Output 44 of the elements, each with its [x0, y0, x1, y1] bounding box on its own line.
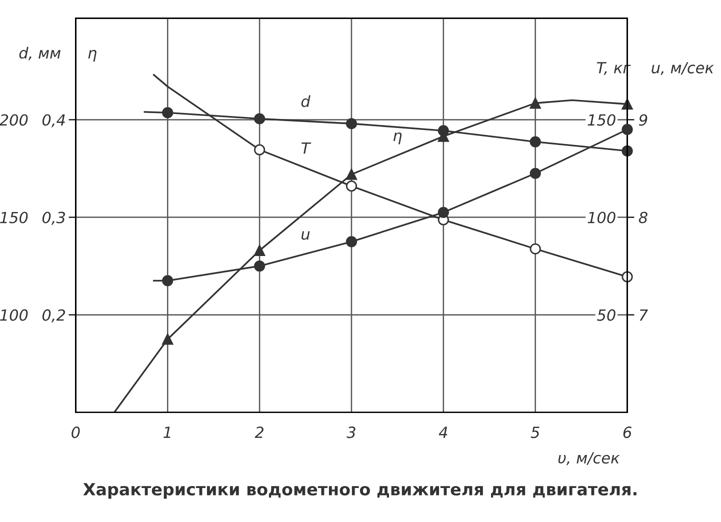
y2-tick-label: 50 — [597, 309, 616, 321]
y2-tick-label: 7 — [640, 309, 648, 321]
point — [622, 124, 633, 136]
y2-tick-label: 150 — [588, 114, 616, 126]
x-tick-label: 1 — [164, 426, 170, 438]
x-tick-label: 0 — [72, 426, 80, 438]
series-label: T — [302, 142, 312, 154]
point — [346, 236, 358, 248]
point — [162, 275, 174, 286]
point — [346, 118, 358, 130]
series-label: d — [301, 95, 310, 108]
text: Характеристики водометного движителя для двигателя. — [83, 483, 636, 499]
point — [346, 180, 358, 192]
x-tick-label: 3 — [346, 426, 356, 438]
point — [254, 113, 266, 124]
series-label: u — [302, 231, 310, 240]
y2-tick-label: 8 — [638, 212, 648, 224]
y-axis-title: η — [88, 50, 96, 62]
point — [162, 107, 174, 118]
y-axis-title: d, мм — [19, 46, 61, 60]
series-label: η — [393, 132, 402, 144]
x-tick-label: 4 — [438, 426, 448, 438]
y-tick-label: 0,4 — [42, 114, 65, 128]
x-axis-title: υ, м/сек — [558, 452, 620, 466]
y-tick-label: 150 — [0, 212, 28, 224]
point — [438, 206, 449, 218]
y2-tick-label: 100 — [588, 212, 616, 224]
y2-axis-title: u, м/сек — [652, 62, 714, 76]
point — [530, 98, 541, 109]
point — [530, 168, 541, 179]
point — [346, 168, 358, 180]
y-tick-label: 100 — [0, 309, 28, 321]
y-tick-label: 0,2 — [42, 309, 66, 322]
y-tick-label: 0,3 — [42, 212, 65, 225]
point — [162, 334, 174, 345]
x-tick-label: 2 — [254, 426, 264, 438]
x-tick-label: 6 — [623, 426, 632, 438]
point — [254, 144, 266, 156]
x-tick-label: 5 — [530, 426, 540, 438]
point — [530, 243, 541, 254]
point — [254, 260, 266, 272]
point — [254, 244, 266, 256]
point — [530, 136, 541, 148]
y2-tick-label: 9 — [639, 114, 648, 126]
